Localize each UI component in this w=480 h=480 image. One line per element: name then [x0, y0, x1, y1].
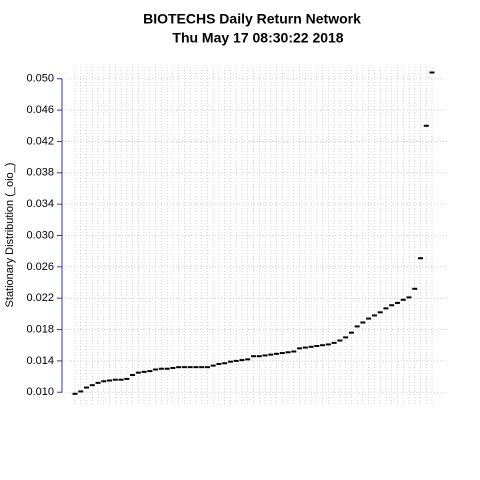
y-tick-label: 0.042 [26, 135, 54, 147]
y-tick-label: 0.034 [26, 198, 54, 210]
y-tick-label: 0.014 [26, 355, 54, 367]
y-tick-label: 0.046 [26, 104, 54, 116]
chart-subtitle: Thu May 17 08:30:22 2018 [172, 30, 343, 46]
y-tick-label: 0.026 [26, 261, 54, 273]
y-tick-label: 0.038 [26, 167, 54, 179]
y-tick-label: 0.022 [26, 292, 54, 304]
y-tick-label: 0.018 [26, 323, 54, 335]
y-tick-label: 0.010 [26, 386, 54, 398]
y-tick-label: 0.050 [26, 73, 54, 85]
y-axis-label: Stationary Distribution (_oio_) [4, 163, 16, 308]
y-tick-label: 0.030 [26, 229, 54, 241]
chart-title: BIOTECHS Daily Return Network [143, 11, 361, 27]
